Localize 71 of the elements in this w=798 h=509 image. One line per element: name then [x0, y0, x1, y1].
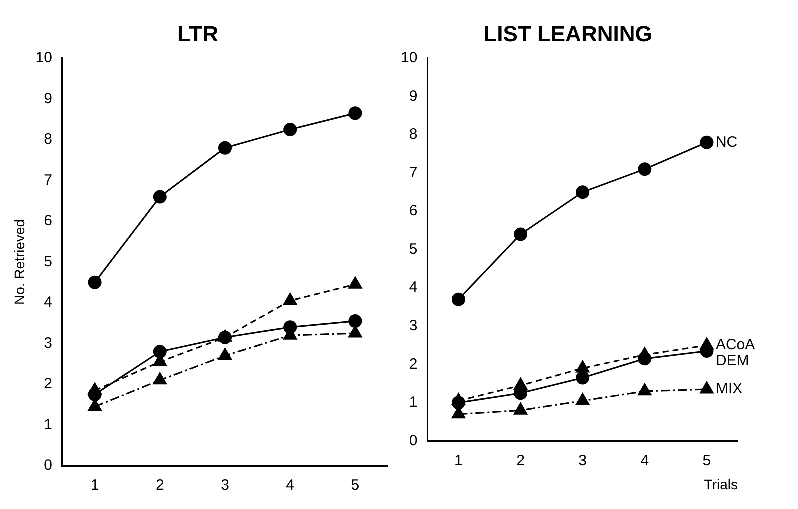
point	[576, 186, 590, 200]
point	[514, 378, 528, 390]
x-tick-label: 5	[351, 477, 360, 494]
chart-title: LTR	[177, 21, 219, 46]
point	[452, 292, 466, 306]
point	[348, 326, 362, 338]
y-tick-label: 1	[44, 416, 52, 434]
y-tick-label: 7	[44, 172, 52, 189]
y-tick-label: 5	[409, 240, 418, 258]
x-tick-label: 5	[702, 452, 712, 470]
point	[153, 190, 167, 204]
point	[88, 382, 102, 395]
y-tick-label: 3	[409, 318, 418, 334]
point	[153, 372, 167, 385]
point	[514, 402, 528, 415]
series-label: DEM	[716, 352, 750, 370]
y-tick-label: 6	[409, 202, 418, 220]
y-tick-label: 10	[400, 50, 418, 67]
point	[218, 141, 232, 155]
y-axis-title: No. Retrieved	[11, 219, 28, 305]
y-tick-label: 9	[409, 88, 418, 105]
y-tick-label: 2	[409, 356, 418, 373]
x-tick-label: 3	[578, 452, 588, 470]
y-tick-label: 4	[44, 294, 52, 312]
x-tick-label: 4	[286, 477, 295, 494]
y-tick-label: 8	[44, 131, 52, 148]
y-tick-label: 2	[44, 376, 52, 393]
point	[348, 106, 362, 120]
x-tick-label: 3	[221, 477, 230, 494]
point	[576, 371, 590, 385]
x-tick-label: 2	[516, 452, 525, 470]
point	[576, 393, 590, 406]
y-tick-label: 1	[409, 394, 418, 412]
x-tick-label: 2	[156, 477, 164, 494]
y-tick-label: 9	[44, 90, 52, 108]
point	[700, 338, 714, 350]
y-tick-label: 0	[44, 457, 52, 474]
y-tick-label: 3	[44, 334, 52, 352]
point	[153, 345, 167, 359]
point	[638, 162, 652, 176]
series-label: NC	[716, 134, 738, 151]
point	[638, 384, 652, 396]
point	[638, 347, 652, 360]
x-tick-label: 4	[640, 452, 650, 470]
series-label: ACoA	[716, 336, 756, 354]
chart-title: LIST LEARNING	[484, 21, 652, 46]
point	[700, 136, 714, 150]
point	[348, 276, 362, 289]
point	[218, 348, 232, 360]
point	[700, 382, 714, 394]
y-tick-label: 8	[409, 126, 418, 144]
point	[218, 330, 232, 342]
point	[284, 320, 298, 334]
y-tick-label: 4	[409, 279, 418, 296]
y-tick-label: 7	[409, 164, 418, 182]
point	[348, 314, 362, 328]
y-tick-label: 6	[44, 212, 52, 230]
point	[284, 122, 298, 136]
series-label: MIX	[716, 380, 743, 398]
x-tick-label: 1	[454, 452, 463, 470]
x-axis-title: Trials	[704, 476, 738, 492]
x-tick-label: 1	[90, 477, 100, 494]
point	[514, 228, 528, 242]
point	[452, 393, 466, 406]
y-tick-label: 5	[44, 253, 52, 270]
y-tick-label: 0	[409, 432, 418, 450]
point	[88, 399, 102, 412]
point	[88, 276, 102, 290]
point	[576, 360, 590, 373]
point	[284, 293, 298, 306]
y-tick-label: 10	[36, 50, 52, 67]
